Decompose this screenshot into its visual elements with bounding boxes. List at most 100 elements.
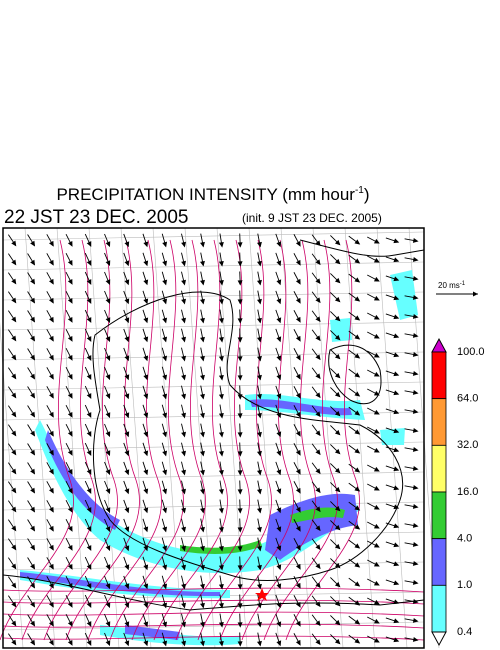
wind-arrow-head xyxy=(295,259,301,266)
wind-arrow-head xyxy=(334,277,341,284)
wind-arrow-head xyxy=(48,259,54,266)
wind-arrow-head xyxy=(162,583,168,590)
wind-arrow-head xyxy=(373,409,380,415)
wind-arrow-head xyxy=(393,314,400,320)
wind-arrow-head xyxy=(354,315,361,321)
wind-arrow-head xyxy=(315,335,321,342)
wind-arrow-head xyxy=(30,316,36,323)
colorbar-segment xyxy=(431,491,447,540)
wind-arrow-head xyxy=(86,317,92,323)
wind-arrow-head xyxy=(11,449,17,456)
vector-legend: 20 ms-1 xyxy=(436,281,478,297)
wind-arrow-head xyxy=(257,412,262,419)
grid-line xyxy=(2,531,425,541)
wind-arrow-head xyxy=(143,602,149,609)
wind-arrow-head xyxy=(412,408,419,414)
wind-arrow-head xyxy=(30,392,36,399)
wind-arrow-head xyxy=(373,466,380,472)
wind-arrow-head xyxy=(393,238,400,244)
wind-arrow-head xyxy=(124,488,130,495)
wind-arrow-head xyxy=(218,602,224,609)
wind-arrow-head xyxy=(295,240,301,247)
wind-arrow-head xyxy=(143,393,149,400)
wind-arrow-head xyxy=(257,279,262,286)
wind-arrow-head xyxy=(124,621,130,628)
wind-arrow-head xyxy=(86,393,92,399)
wind-arrow-head xyxy=(181,526,186,533)
grid-line xyxy=(2,261,425,271)
wind-arrow-head xyxy=(86,640,92,646)
wind-arrow-head xyxy=(181,602,186,609)
wind-arrow-head xyxy=(276,450,282,457)
wind-arrow-head xyxy=(48,373,54,380)
wind-arrow-head xyxy=(354,638,361,644)
wind-arrow-head xyxy=(11,259,17,266)
wind-arrow-head xyxy=(237,622,243,628)
wind-arrow-head xyxy=(393,447,400,453)
wind-arrow-head xyxy=(48,639,54,646)
wind-arrow-head xyxy=(257,374,262,381)
wind-arrow-head xyxy=(124,241,130,248)
wind-arrow-head xyxy=(86,336,92,342)
wind-arrow-head xyxy=(315,240,321,247)
wind-arrow-head xyxy=(86,279,92,285)
wind-arrow-head xyxy=(257,583,262,590)
wind-arrow-head xyxy=(162,602,168,609)
colorbar-segment xyxy=(431,584,447,633)
wind-arrow-head xyxy=(30,259,36,266)
wind-arrow-head xyxy=(11,563,17,570)
contour xyxy=(2,599,425,605)
wind-arrow-head xyxy=(124,526,130,533)
wind-arrow-head xyxy=(257,507,262,514)
wind-arrow-head xyxy=(237,546,243,552)
wind-arrow-head xyxy=(11,411,17,418)
wind-arrow-head xyxy=(30,506,36,513)
wind-arrow-head xyxy=(30,335,36,342)
wind-arrow-head xyxy=(334,543,341,550)
wind-arrow-head xyxy=(315,259,321,266)
wind-arrow-head xyxy=(315,639,321,646)
wind-arrow-head xyxy=(218,412,224,419)
wind-arrow-head xyxy=(124,583,130,590)
wind-arrow-head xyxy=(218,260,224,267)
wind-arrow-head xyxy=(67,354,73,361)
wind-arrow-head xyxy=(334,448,341,455)
wind-arrow-head xyxy=(86,298,92,304)
wind-arrow-head xyxy=(67,639,73,646)
wind-arrow-head xyxy=(354,543,361,549)
wind-arrow-head xyxy=(412,294,419,300)
wind-arrow-head xyxy=(124,393,130,400)
wind-arrow-head xyxy=(67,392,73,399)
wind-arrow-head xyxy=(86,488,92,494)
wind-arrow-head xyxy=(257,355,262,362)
wind-arrow-head xyxy=(237,337,243,343)
title-close: ) xyxy=(364,185,370,204)
wind-arrow-head xyxy=(181,336,186,343)
wind-arrow-head xyxy=(181,564,186,571)
wind-arrow-head xyxy=(373,371,380,377)
wind-arrow-head xyxy=(30,487,36,494)
wind-arrow-head xyxy=(373,447,380,453)
wind-arrow-head xyxy=(86,545,92,551)
wind-arrow-head xyxy=(181,488,186,495)
wind-arrow-head xyxy=(354,334,361,340)
wind-arrow-head xyxy=(276,564,282,571)
wind-arrow-head xyxy=(393,637,400,643)
wind-arrow-head xyxy=(162,450,168,457)
wind-arrow-head xyxy=(143,621,149,628)
wind-arrow-head xyxy=(334,391,341,398)
wind-arrow-head xyxy=(276,583,282,590)
vector-legend-text: 20 ms xyxy=(438,281,460,290)
grid-line xyxy=(2,321,425,331)
wind-arrow-head xyxy=(105,450,111,457)
wind-arrow-head xyxy=(200,317,205,324)
wind-arrow-head xyxy=(105,336,111,343)
wind-arrow-head xyxy=(373,428,380,434)
wind-arrow-head xyxy=(276,336,282,343)
wind-arrow-head xyxy=(162,298,168,305)
wind-arrow-head xyxy=(354,524,361,530)
grid-line xyxy=(152,227,184,649)
wind-arrow-head xyxy=(315,373,321,380)
wind-arrow-head xyxy=(162,355,168,362)
wind-arrow-head xyxy=(276,621,282,628)
